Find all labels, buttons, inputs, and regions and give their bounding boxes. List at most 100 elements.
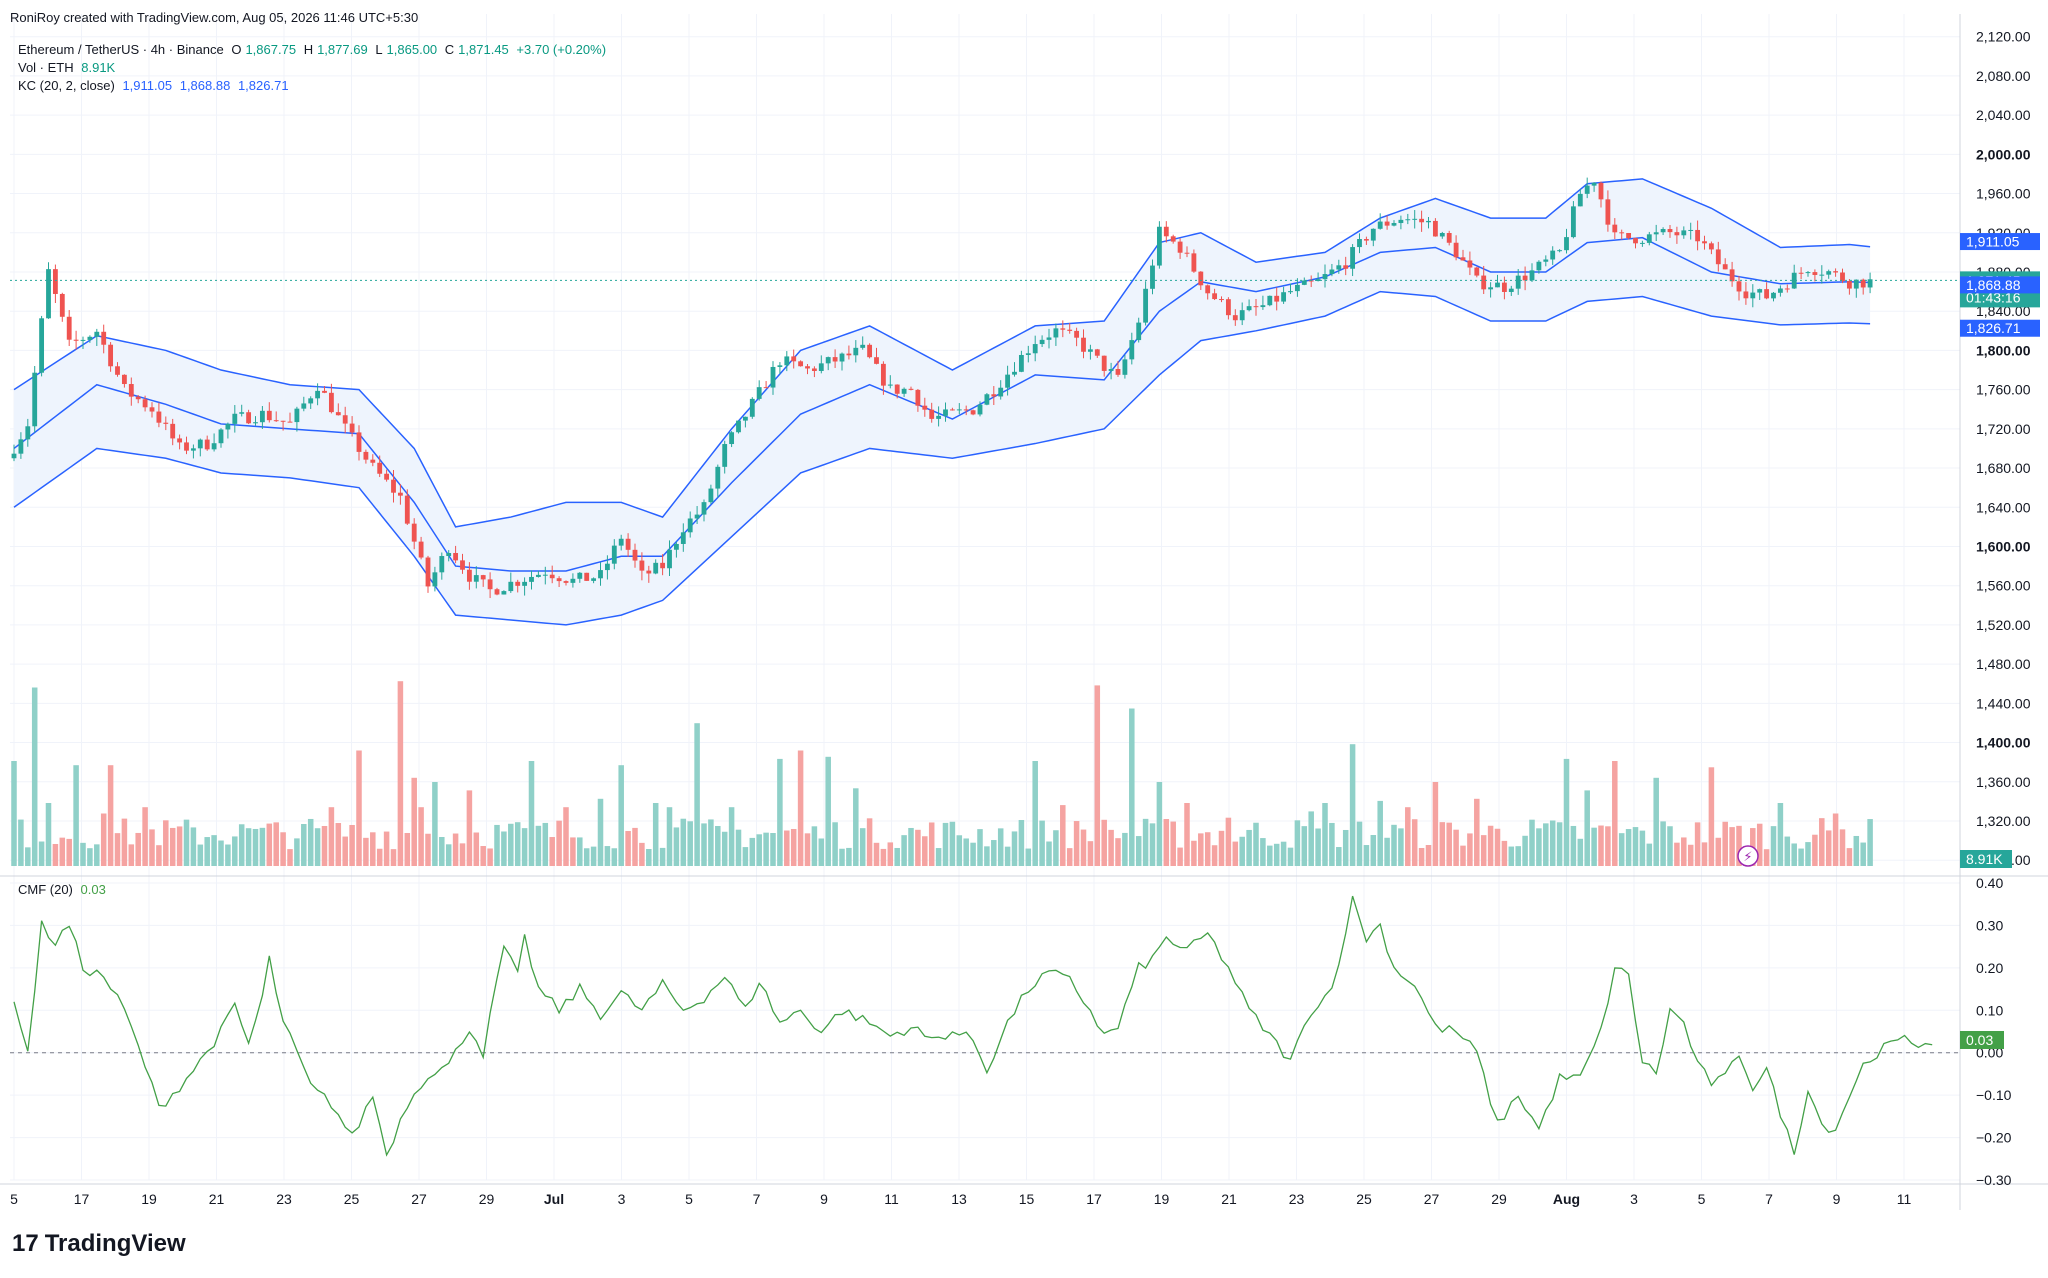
volume-bar [432, 782, 438, 866]
candle-body [446, 552, 452, 557]
volume-label[interactable]: Vol · ETH [18, 60, 74, 75]
volume-bar [1315, 828, 1321, 866]
candle-body [1253, 306, 1259, 308]
candle-body [59, 293, 65, 317]
candle-body [880, 363, 886, 386]
volume-bar [335, 823, 342, 866]
volume-bar [411, 777, 417, 866]
volume-bar [528, 761, 535, 866]
volume-bar [1812, 834, 1818, 866]
volume-bar [1591, 827, 1597, 866]
volume-bar [459, 843, 466, 866]
volume-bar [1039, 820, 1045, 866]
volume-bar [439, 837, 445, 866]
volume-bar [887, 842, 894, 866]
candle-body [977, 404, 983, 415]
volume-bar [1170, 821, 1176, 866]
candle-body [384, 473, 390, 480]
candle-body [1391, 223, 1397, 226]
volume-bar [790, 828, 797, 866]
tradingview-logo[interactable]: 17 TradingView [12, 1230, 186, 1258]
volume-bar [1798, 848, 1804, 866]
volume-bar [818, 838, 825, 866]
volume-bar [100, 813, 107, 866]
alert-icon [1737, 845, 1759, 867]
candle-body [825, 357, 831, 364]
kc-label[interactable]: KC (20, 2, close) [18, 78, 115, 93]
volume-bar [1618, 833, 1625, 866]
candle-body [1481, 275, 1487, 290]
candle-body [1812, 272, 1818, 275]
kc-upper-value: 1,911.05 [122, 78, 173, 93]
candle-body [1363, 239, 1369, 241]
candle-body [1108, 369, 1114, 371]
candle-body [170, 423, 176, 439]
candle-body [1170, 236, 1176, 242]
volume-bar [1763, 849, 1770, 866]
candle-body [1536, 261, 1542, 271]
time-tick-label: 11 [1897, 1191, 1912, 1207]
cmf-line [13, 895, 1933, 1157]
volume-bar [1825, 830, 1832, 866]
candle-body [115, 366, 120, 375]
volume-bar [1425, 845, 1432, 866]
candle-body [646, 570, 652, 574]
volume-bar [1570, 825, 1577, 866]
candle-body [639, 560, 645, 571]
volume-bar [1370, 835, 1377, 866]
volume-bar [1722, 821, 1728, 866]
candle-body [791, 356, 797, 362]
price-tick-label: 1,600.00 [1976, 538, 2031, 554]
candle-body [529, 576, 534, 582]
volume-bar [611, 848, 618, 866]
volume-bar [11, 761, 17, 866]
volume-bar [666, 807, 673, 866]
kc-upper-line [13, 178, 1871, 528]
volume-bar [94, 844, 100, 866]
volume-bar [52, 843, 59, 866]
volume-bar [1467, 833, 1473, 866]
volume-bar [73, 765, 79, 866]
candle-body [66, 316, 72, 340]
volume-bar [1149, 823, 1156, 866]
kc-lower-badge: 1,826.71 [1966, 320, 2021, 336]
candle-body [1025, 353, 1031, 355]
candle-body [460, 560, 465, 570]
cmf-label[interactable]: CMF (20) [18, 882, 73, 897]
volume-bar [149, 829, 155, 866]
volume-bar [1363, 845, 1370, 866]
candle-body [397, 492, 403, 496]
candle-body [1474, 267, 1480, 276]
candle-body [94, 331, 100, 337]
candle-body [1060, 328, 1066, 330]
volume-bar [1653, 777, 1659, 866]
volume-bar [1549, 820, 1556, 866]
candle-body [846, 353, 852, 356]
candle-body [308, 398, 314, 404]
candle-body [294, 408, 300, 423]
candle-body [1246, 306, 1252, 311]
candle-body [742, 416, 748, 421]
volume-bar [452, 833, 459, 866]
candle-body [1156, 226, 1162, 266]
candle-body [1791, 272, 1797, 289]
time-tick-label: 19 [141, 1191, 157, 1207]
close-label: C [444, 42, 455, 57]
candle-body [749, 398, 755, 417]
candle-body [515, 581, 521, 586]
candle-body [349, 423, 355, 433]
time-tick-label: Aug [1553, 1191, 1580, 1207]
candle-body [1446, 233, 1452, 243]
volume-bar [1694, 822, 1701, 866]
candle-body [1219, 299, 1224, 301]
volume-bar [121, 818, 128, 866]
volume-bar [45, 803, 52, 866]
candle-body [18, 439, 24, 454]
volume-bar [218, 840, 224, 866]
candle-body [73, 339, 79, 341]
symbol-label[interactable]: Ethereum / TetherUS · 4h · Binance [18, 42, 224, 57]
volume-bar [721, 831, 728, 866]
candle-body [156, 411, 162, 423]
candle-body [1315, 279, 1321, 282]
volume-bar [784, 830, 790, 866]
